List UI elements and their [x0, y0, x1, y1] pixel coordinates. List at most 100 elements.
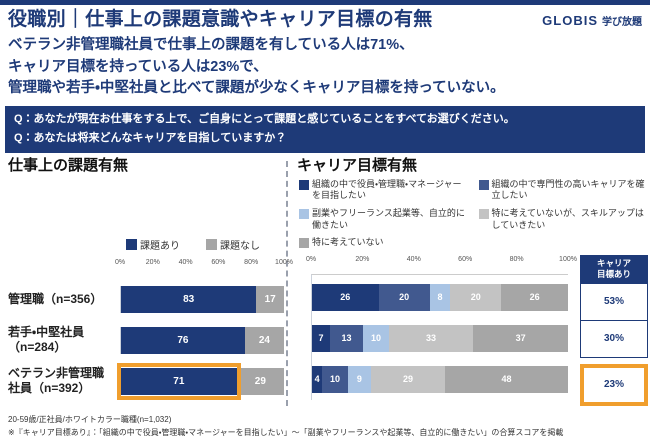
- bar-segment: 13: [329, 324, 364, 352]
- axis-tick-label: 20%: [145, 258, 160, 266]
- bar-track: 83 17: [120, 285, 284, 313]
- legend-career-goals: 組織の中で役員・管理職・マネージャーを目指したい 副業やフリーランス起業等、自立的…: [299, 179, 648, 249]
- summary-cell-highlighted: 23%: [580, 363, 648, 406]
- bar-value-label: 9: [356, 374, 362, 385]
- legend-column: 組織の中で専門性の高いキャリアを確立したい 特に考えていないが、スキルアップはして…: [478, 178, 649, 249]
- bar-segment: 7: [312, 324, 330, 352]
- axis-tick-label: 0%: [305, 255, 317, 263]
- career-goal-summary-column: キャリア 目標あり 53% 30% 23%: [580, 254, 648, 406]
- legend-item: 課題あり: [126, 237, 180, 252]
- table-row: 若手・中堅社員 （n=284） 76 24: [8, 320, 284, 361]
- category-label-line: （n=284）: [8, 340, 67, 355]
- legend-swatch: [478, 179, 489, 190]
- globis-service-text: 学び放題: [602, 17, 642, 28]
- legend-item: 特に考えていないが、スキルアップはしていきたい: [478, 207, 649, 231]
- summary-header-line: キャリア: [596, 257, 631, 268]
- bar-value-label: 10: [330, 374, 341, 385]
- bar-segment: 26: [312, 283, 379, 311]
- bar-segment: 76: [121, 326, 245, 354]
- legend-label: 課題あり: [140, 240, 180, 252]
- bar-value-label: 24: [258, 334, 270, 346]
- axis-tick-label: 100%: [275, 258, 293, 266]
- summary-line: キャリア目標を持っている人は23%で、: [8, 58, 268, 75]
- legend-label: 課題なし: [220, 240, 260, 252]
- bar-segment: 20: [378, 283, 430, 311]
- legend-column: 組織の中で役員・管理職・マネージャーを目指したい 副業やフリーランス起業等、自立的…: [299, 179, 469, 249]
- axis-tick-label: 40%: [178, 258, 193, 266]
- globis-brand-text: GLOBIS: [542, 13, 598, 28]
- bar-segment: 20: [450, 283, 502, 311]
- top-accent-bar: [0, 0, 650, 5]
- axis-tick-label: 60%: [458, 255, 473, 263]
- bar-value-label: 13: [341, 333, 352, 344]
- stacked-bar: 83 17: [121, 285, 284, 313]
- bar-segment: 4: [312, 365, 323, 393]
- globis-logo: GLOBIS 学び放題: [542, 12, 642, 30]
- summary-cell: 30%: [580, 320, 648, 358]
- x-axis-career-goals: 0% 20% 40% 60% 80% 100%: [306, 255, 577, 268]
- bar-value-label: 29: [254, 375, 266, 387]
- legend-swatch: [299, 179, 309, 190]
- axis-tick-label: 80%: [509, 255, 524, 263]
- chart-title-work-issues: 仕事上の課題有無: [8, 156, 129, 174]
- bars-career-goals: 26 20 8 20 26 7 13 10 33 37 4 10 9 29 48: [311, 273, 568, 400]
- bar-value-label: 29: [402, 374, 413, 385]
- summary-line: ベテラン非管理職社員で仕事上の課題を有している人は71%、: [8, 36, 414, 53]
- bar-value-label: 71: [173, 375, 185, 387]
- axis-tick-label: 0%: [114, 258, 126, 266]
- footnote-definition: ※『キャリア目標あり』：「組織の中で役員・管理職・マネージャーを目指したい」〜「…: [8, 427, 564, 437]
- legend-label: 副業やフリーランス起業等、自立的に働きたい: [312, 207, 465, 230]
- bar-value-label: 26: [529, 292, 540, 303]
- summary-column-header: キャリア 目標あり: [580, 254, 648, 284]
- bar-value-label: 8: [437, 292, 443, 303]
- bar-segment: 24: [244, 326, 284, 354]
- section-career-goals: キャリア目標有無 組織の中で役員・管理職・マネージャーを目指したい 副業やフリーラ…: [292, 157, 648, 406]
- bar-value-label: 37: [515, 333, 526, 344]
- charts-area: 仕事上の課題有無 課題あり 課題なし 0% 20% 40% 60% 80% 100% 管理職…: [0, 153, 650, 406]
- section-work-issues: 仕事上の課題有無 課題あり 課題なし 0% 20% 40% 60% 80% 100% 管理職…: [8, 156, 293, 406]
- stacked-bar: 7 13 10 33 37: [312, 324, 568, 352]
- bar-value-label: 48: [501, 374, 512, 385]
- bar-value-label: 20: [470, 292, 481, 303]
- legend-swatch: [126, 238, 137, 250]
- summary-header-line: 目標あり: [596, 269, 631, 280]
- chart-title-career-goals: キャリア目標有無: [297, 156, 418, 174]
- bar-segment: 17: [256, 285, 284, 313]
- legend-work-issues: 課題あり 課題なし: [126, 237, 284, 252]
- legend-item: 組織の中で専門性の高いキャリアを確立したい: [478, 178, 649, 202]
- bar-value-label: 10: [370, 333, 381, 344]
- bar-segment: 10: [322, 365, 348, 393]
- summary-cell: 53%: [580, 283, 648, 321]
- stacked-bar: 4 10 9 29 48: [312, 365, 568, 393]
- page-title: 役職別｜仕事上の課題意識やキャリア目標の有無: [8, 9, 433, 30]
- x-axis-work-issues: 0% 20% 40% 60% 80% 100%: [115, 258, 293, 271]
- stacked-bar: 71 29: [117, 362, 284, 400]
- section-divider: [286, 160, 288, 406]
- table-row: 管理職（n=356） 83 17: [8, 279, 284, 320]
- question-line-2: Q：あなたは将来どんなキャリアを目指していますか？: [14, 132, 287, 145]
- category-label-line: 若手・中堅社員: [8, 325, 85, 340]
- question-box: Q：あなたが現在お仕事をする上で、ご自身にとって課題と感じていることをすべてお選…: [5, 106, 645, 153]
- category-label: ベテラン非管理職 社員（n=392）: [8, 366, 120, 396]
- legend-label: 組織の中で専門性の高いキャリアを確立したい: [491, 178, 645, 201]
- bar-segment: 29: [370, 365, 446, 393]
- axis-tick-label: 20%: [355, 255, 370, 263]
- bar-value-label: 20: [399, 292, 410, 303]
- bar-track: 71 29: [117, 362, 284, 400]
- bar-segment: 9: [347, 365, 371, 393]
- bar-value-label: 4: [314, 374, 320, 385]
- legend-label: 特に考えていない: [312, 237, 384, 248]
- bar-segment: 33: [388, 324, 474, 352]
- table-row: ベテラン非管理職 社員（n=392） 71 29: [8, 361, 284, 402]
- legend-label: 特に考えていないが、スキルアップはしていきたい: [491, 207, 644, 230]
- legend-item: 課題なし: [206, 237, 260, 252]
- category-label-line: 管理職（n=356）: [8, 291, 103, 306]
- category-label-line: ベテラン非管理職: [8, 366, 105, 381]
- axis-tick-label: 40%: [406, 255, 421, 263]
- bar-value-label: 33: [425, 333, 436, 344]
- bar-segment: 37: [473, 324, 568, 352]
- bar-segment: 29: [236, 367, 284, 395]
- legend-swatch: [478, 208, 489, 219]
- legend-label: 組織の中で役員・管理職・マネージャーを目指したい: [312, 178, 462, 201]
- legend-swatch: [299, 208, 309, 219]
